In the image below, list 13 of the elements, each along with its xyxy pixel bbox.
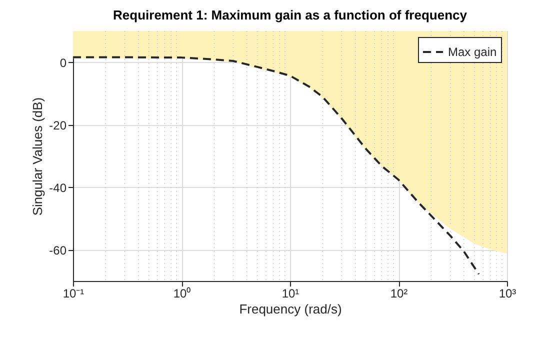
x-tick-label: 10³ xyxy=(498,286,516,300)
x-tick-label: 10⁰ xyxy=(173,286,191,300)
y-tick-label: 0 xyxy=(60,56,67,70)
x-tick-label: 10² xyxy=(390,286,408,300)
chart-title: Requirement 1: Maximum gain as a function of frequency xyxy=(113,8,468,23)
legend-label: Max gain xyxy=(448,45,497,59)
x-tick-label: 10⁻¹ xyxy=(62,286,84,300)
x-tick-label: 10¹ xyxy=(282,286,300,300)
y-tick-label: -60 xyxy=(49,243,67,258)
y-tick-label: -20 xyxy=(49,118,67,132)
y-tick-label: -40 xyxy=(49,180,67,195)
x-axis-title: Frequency (rad/s) xyxy=(239,302,342,316)
y-axis-title: Singular Values (dB) xyxy=(30,97,46,216)
